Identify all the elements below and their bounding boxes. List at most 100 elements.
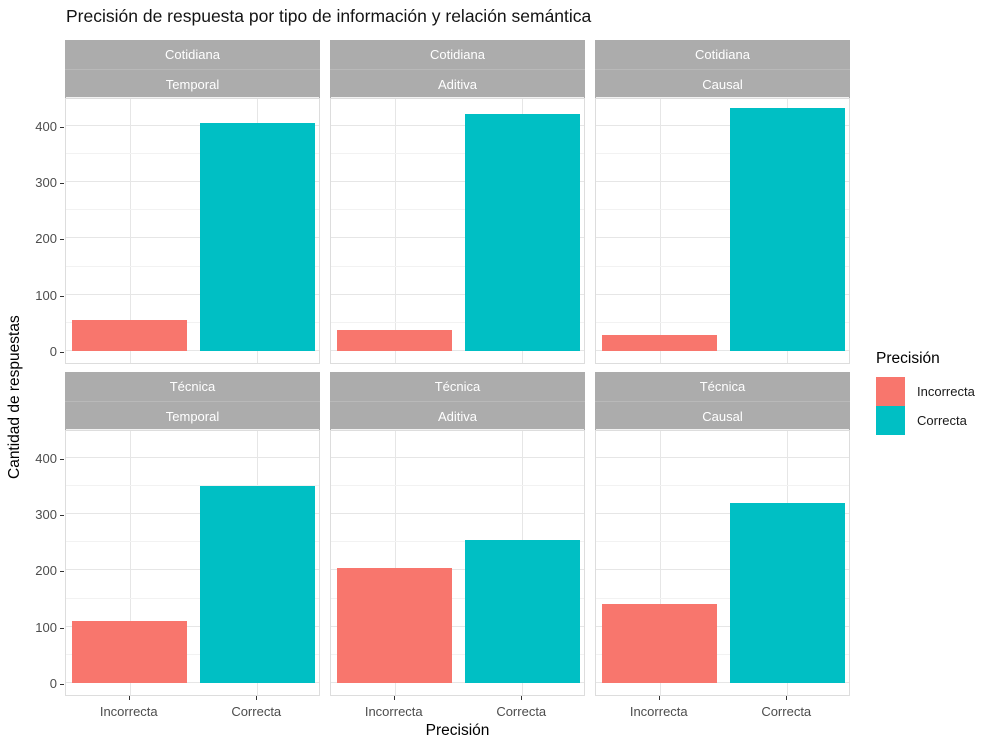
x-tick-mark	[128, 696, 130, 700]
gridline-major	[596, 293, 849, 295]
x-tick-mark	[786, 696, 788, 700]
bar-incorrecta	[72, 320, 188, 351]
facet-strip: Cotidiana Temporal	[65, 40, 320, 98]
y-tick-mark	[60, 295, 64, 297]
gridline-major	[331, 349, 584, 351]
gridline-major	[66, 293, 319, 295]
y-tick-mark	[60, 239, 64, 241]
gridline-vertical	[659, 431, 661, 695]
y-tick-label: 300	[35, 507, 57, 523]
x-tick-label: Correcta	[496, 704, 547, 719]
facet-strip-col-label: Temporal	[65, 401, 320, 430]
x-tick-mark	[393, 696, 395, 700]
facet-strip-col-label: Causal	[595, 69, 850, 98]
gridline-minor	[66, 653, 319, 655]
facet-strip-row-label: Cotidiana	[65, 40, 320, 69]
gridline-major	[331, 456, 584, 458]
legend-item-label: Correcta	[917, 413, 967, 428]
gridline-major	[596, 124, 849, 126]
gridline-minor	[596, 265, 849, 267]
legend-items: Incorrecta Correcta	[876, 377, 1004, 435]
y-tick-label: 400	[35, 450, 57, 466]
x-tick-label: Correcta	[231, 704, 282, 719]
gridline-minor	[331, 321, 584, 323]
gridline-minor	[331, 485, 584, 487]
x-tick-label: Incorrecta	[99, 704, 158, 719]
gridline-minor	[66, 209, 319, 211]
gridline-major	[331, 181, 584, 183]
legend-swatch-incorrecta	[876, 377, 905, 406]
gridline-major	[66, 124, 319, 126]
facet-strip-col-label: Temporal	[65, 69, 320, 98]
gridline-minor	[596, 209, 849, 211]
legend-item: Correcta	[876, 406, 1004, 435]
bar-correcta	[199, 123, 315, 351]
gridline-minor	[66, 541, 319, 543]
facet-strip-row-label: Técnica	[595, 372, 850, 401]
y-tick-mark	[60, 351, 64, 353]
gridline-major	[66, 625, 319, 627]
y-tick-label: 100	[35, 619, 57, 635]
x-tick-label: Incorrecta	[364, 704, 423, 719]
gridline-minor	[331, 96, 584, 98]
facet-panel	[595, 96, 850, 364]
chart-title: Precisión de respuesta por tipo de infor…	[66, 6, 592, 26]
y-tick-label: 200	[35, 231, 57, 247]
facet-panel	[595, 428, 850, 696]
legend-title: Precisión	[876, 350, 940, 367]
gridline-minor	[66, 321, 319, 323]
x-tick-mark	[658, 696, 660, 700]
gridline-major	[331, 293, 584, 295]
gridline-minor	[66, 485, 319, 487]
legend-item-label: Incorrecta	[917, 384, 975, 399]
y-tick-label: 200	[35, 563, 57, 579]
gridline-minor	[596, 541, 849, 543]
facet-panel	[330, 428, 585, 696]
x-axis-title: Precisión	[425, 722, 490, 739]
gridline-major	[331, 681, 584, 683]
bar-incorrecta	[337, 567, 453, 683]
bar-incorrecta	[602, 604, 718, 683]
x-tick-mark	[521, 696, 523, 700]
bar-correcta	[199, 486, 315, 683]
gridline-minor	[66, 153, 319, 155]
gridline-major	[331, 569, 584, 571]
gridline-minor	[331, 265, 584, 267]
gridline-minor	[596, 597, 849, 599]
gridline-minor	[331, 428, 584, 430]
bar-correcta	[729, 502, 845, 683]
y-tick-mark	[60, 571, 64, 573]
legend: Precisión Incorrecta Correcta	[876, 350, 1004, 435]
legend-swatch-correcta	[876, 406, 905, 435]
gridline-minor	[66, 96, 319, 98]
y-tick-mark	[60, 627, 64, 629]
gridline-minor	[331, 209, 584, 211]
gridline-vertical	[659, 99, 661, 363]
bar-incorrecta	[337, 329, 453, 351]
bar-correcta	[464, 539, 580, 683]
facet-panel	[65, 428, 320, 696]
gridline-major	[66, 569, 319, 571]
facet-strip-row-label: Técnica	[330, 372, 585, 401]
gridline-vertical	[394, 431, 396, 695]
gridline-major	[66, 513, 319, 515]
gridline-minor	[66, 265, 319, 267]
gridline-minor	[596, 428, 849, 430]
gridline-major	[66, 349, 319, 351]
gridline-major	[596, 681, 849, 683]
facet-strip-col-label: Causal	[595, 401, 850, 430]
facet-panel	[65, 96, 320, 364]
y-tick-mark	[60, 458, 64, 460]
bar-correcta	[464, 113, 580, 351]
gridline-major	[66, 681, 319, 683]
facet-strip: Técnica Aditiva	[330, 372, 585, 430]
gridline-vertical	[129, 99, 131, 363]
gridline-major	[66, 456, 319, 458]
gridline-major	[596, 237, 849, 239]
x-tick-label: Correcta	[761, 704, 812, 719]
y-tick-mark	[60, 183, 64, 185]
gridline-major	[331, 124, 584, 126]
facet-strip-col-label: Aditiva	[330, 69, 585, 98]
gridline-major	[596, 349, 849, 351]
bar-incorrecta	[602, 335, 718, 351]
